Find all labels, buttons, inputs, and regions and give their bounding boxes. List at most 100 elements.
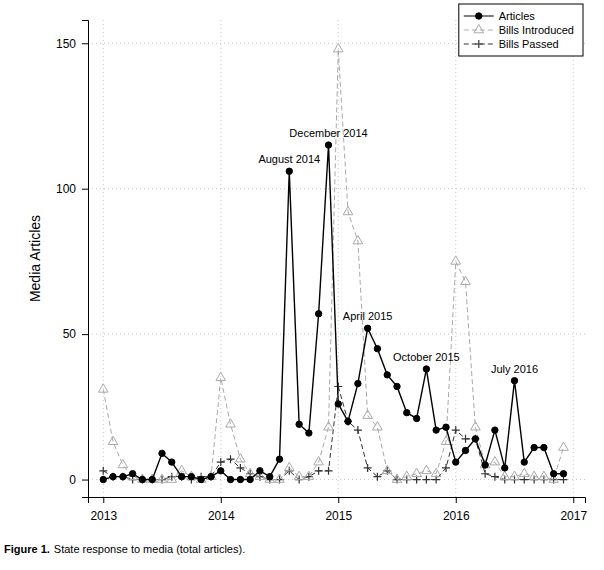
legend-item: Bills Passed	[464, 38, 559, 50]
plot-area	[98, 44, 568, 484]
data-point	[343, 206, 353, 214]
data-point	[296, 421, 302, 427]
data-point	[423, 366, 429, 372]
legend-marker	[475, 40, 483, 48]
legend-item: Bills Introduced	[464, 24, 574, 36]
x-tick: 2013	[90, 497, 117, 523]
data-point	[159, 450, 165, 456]
data-point	[227, 455, 235, 463]
data-point	[442, 464, 450, 472]
data-point	[382, 465, 392, 473]
y-tick-mark	[82, 480, 88, 481]
data-point	[480, 459, 490, 467]
caption-label: Figure 1.	[4, 543, 50, 555]
x-tick-mark	[573, 497, 574, 503]
legend-marker	[474, 24, 484, 32]
data-point	[412, 468, 422, 476]
data-point	[206, 471, 216, 479]
data-point	[452, 426, 460, 434]
annotation: July 2016	[491, 363, 538, 375]
data-point	[198, 476, 204, 482]
y-tick-mark	[82, 334, 88, 335]
x-tick-label: 2017	[560, 509, 587, 523]
legend-item: Articles	[464, 10, 536, 22]
x-tick-mark	[456, 497, 457, 503]
data-point	[422, 476, 430, 484]
data-point	[324, 422, 334, 430]
series-line	[103, 386, 563, 479]
data-point	[461, 276, 471, 284]
data-point	[208, 473, 214, 479]
legend-label: Bills Introduced	[499, 24, 574, 36]
data-point	[363, 410, 373, 418]
data-point	[314, 457, 324, 465]
data-point	[236, 454, 246, 462]
x-axis-line	[89, 498, 586, 504]
data-point	[217, 458, 225, 466]
data-point	[333, 44, 343, 52]
annotation: April 2015	[343, 310, 393, 322]
data-point	[129, 471, 135, 477]
x-tick: 2017	[560, 497, 587, 523]
data-point	[344, 417, 352, 425]
x-tick: 2016	[443, 497, 470, 523]
data-point	[443, 424, 449, 430]
data-point	[345, 418, 351, 424]
data-point	[257, 468, 263, 474]
annotation: August 2014	[258, 153, 320, 165]
data-point	[402, 471, 412, 479]
data-point	[138, 474, 148, 482]
data-point	[531, 444, 537, 450]
y-axis-line	[82, 21, 89, 498]
data-point	[196, 474, 206, 482]
data-point	[492, 427, 498, 433]
data-point	[139, 476, 145, 482]
data-point	[110, 473, 116, 479]
data-point	[306, 430, 312, 436]
data-point	[374, 345, 380, 351]
data-point	[462, 435, 470, 443]
annotation: October 2015	[393, 351, 460, 363]
data-point	[218, 468, 224, 474]
data-point	[335, 401, 341, 407]
data-point	[120, 473, 126, 479]
data-point	[364, 464, 372, 472]
series-line	[103, 49, 563, 479]
data-point	[384, 372, 390, 378]
data-point	[265, 474, 275, 482]
x-tick-label: 2015	[325, 509, 352, 523]
y-axis-title: Media Articles	[27, 215, 43, 302]
grid-line-x	[573, 20, 574, 497]
data-point	[245, 468, 255, 476]
data-point	[169, 459, 175, 465]
x-tick-label: 2016	[443, 509, 470, 523]
data-point	[99, 467, 107, 475]
data-point	[227, 476, 233, 482]
y-tick-label: 50	[63, 327, 77, 341]
chart: 20132014201520162017050100150Media Artic…	[0, 0, 604, 570]
grid-line-x	[220, 20, 221, 497]
legend-box	[459, 4, 583, 56]
data-point	[453, 459, 459, 465]
data-point	[157, 474, 167, 482]
data-point	[98, 384, 108, 392]
data-point	[100, 476, 106, 482]
data-point	[286, 168, 292, 174]
data-point	[325, 467, 333, 475]
data-point	[510, 471, 520, 479]
legend-marker	[476, 13, 482, 19]
legend-label: Bills Passed	[499, 38, 559, 50]
data-point	[325, 142, 331, 148]
data-point	[559, 442, 569, 450]
data-point	[422, 465, 432, 473]
y-tick: 0	[69, 473, 88, 487]
data-point	[353, 235, 363, 243]
data-point	[109, 473, 117, 481]
data-point	[147, 474, 157, 482]
data-point	[502, 465, 508, 471]
data-point	[236, 464, 244, 472]
y-tick-mark	[82, 43, 88, 44]
y-tick-mark	[82, 189, 88, 190]
data-point	[216, 372, 226, 380]
grid-line-x	[455, 20, 456, 497]
